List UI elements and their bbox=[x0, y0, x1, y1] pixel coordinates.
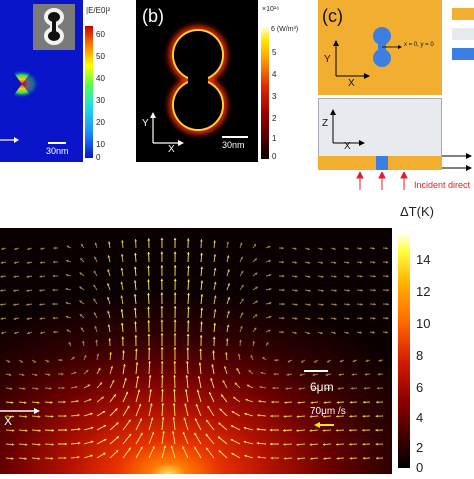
panel-c-output-arrows bbox=[442, 152, 474, 172]
panel-a-tick: 30 bbox=[96, 96, 105, 105]
panel-d-tick: 4 bbox=[416, 410, 423, 425]
panel-a-tick: 10 bbox=[96, 140, 105, 149]
panel-a-colorbar bbox=[85, 26, 93, 158]
panel-d-temperature-map bbox=[0, 228, 392, 474]
panel-d-tick: 6 bbox=[416, 380, 423, 395]
panel-d-axis-x: X bbox=[4, 414, 12, 428]
panel-d-colorbar bbox=[398, 232, 410, 468]
panel-b-label: (b) bbox=[142, 6, 164, 27]
panel-c-substrate-strip bbox=[318, 156, 442, 170]
panel-a-inset-image bbox=[33, 4, 75, 50]
panel-d-tick: 10 bbox=[416, 316, 430, 331]
panel-b-colorbar bbox=[261, 27, 269, 159]
panel-b-tick: 5 bbox=[272, 48, 276, 57]
panel-b-tick: 2 bbox=[272, 114, 276, 123]
panel-d-tick: 8 bbox=[416, 348, 423, 363]
legend-swatch-gray bbox=[452, 28, 474, 40]
panel-a-tick: 20 bbox=[96, 118, 105, 127]
legend-swatch-gold bbox=[452, 8, 474, 20]
panel-d-tick: 12 bbox=[416, 284, 430, 299]
panel-b-tick: 0 bbox=[272, 152, 276, 161]
panel-b-axis-x: X bbox=[168, 144, 175, 155]
panel-d-tick: 14 bbox=[416, 252, 430, 267]
panel-c-label: (c) bbox=[322, 6, 343, 27]
panel-b-tick: 1 bbox=[272, 134, 276, 143]
panel-d-tick: 0 bbox=[416, 460, 423, 475]
panel-a-tick: 60 bbox=[96, 30, 105, 39]
panel-b-colorbar-top: 6 (W/m³) bbox=[271, 26, 298, 33]
panel-c-axis-x: X bbox=[348, 78, 355, 89]
incident-direction-label: Incident direct bbox=[414, 180, 470, 190]
panel-b-tick: 4 bbox=[272, 70, 276, 79]
legend-swatch-blue bbox=[452, 48, 474, 60]
panel-a-tick: 0 bbox=[96, 153, 100, 162]
panel-c-axis-x-side: X bbox=[344, 141, 351, 152]
panel-b-colorbar-exponent: ×10¹⁶ bbox=[262, 6, 279, 13]
panel-d-tick: 2 bbox=[416, 440, 423, 455]
panel-d-scalebar-label: 6μm bbox=[310, 380, 334, 394]
panel-a-tick: 50 bbox=[96, 52, 105, 61]
incident-arrows bbox=[350, 172, 410, 192]
flow-field bbox=[0, 228, 392, 474]
panel-c-axis-y: Y bbox=[324, 54, 331, 65]
panel-d-colorbar-title: ΔT(K) bbox=[400, 204, 434, 219]
panel-b-scalebar-label: 30nm bbox=[222, 140, 245, 150]
panel-b-tick: 3 bbox=[272, 92, 276, 101]
panel-b-axis-y: Y bbox=[142, 118, 149, 129]
panel-c-side-view bbox=[318, 98, 442, 158]
panel-a-colorbar-title: |E/E0|² bbox=[86, 6, 110, 15]
panel-a-tick: 40 bbox=[96, 74, 105, 83]
panel-c-axis-z: Z bbox=[322, 118, 328, 129]
panel-a-scalebar-label: 30nm bbox=[46, 146, 69, 156]
panel-d-velocity-label: 70μm /s bbox=[310, 406, 346, 417]
panel-c-origin-label: x = 0, y = 0 bbox=[404, 42, 434, 48]
